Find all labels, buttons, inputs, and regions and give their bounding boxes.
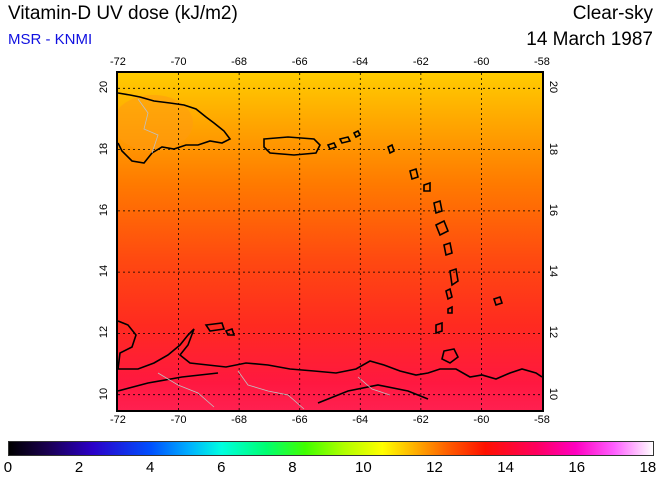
uv-colorbar — [8, 441, 654, 456]
country-borders — [137, 98, 391, 410]
lon-tick-label: -60 — [473, 414, 490, 426]
date-label: 14 March 1987 — [526, 29, 653, 50]
colorbar-tick-label: 2 — [74, 459, 84, 476]
south-america-coast — [118, 320, 542, 380]
lat-tick-label: 20 — [98, 81, 111, 94]
lon-tick-label: -60 — [473, 56, 490, 68]
puerto-rico-coast — [263, 136, 321, 156]
colorbar-tick-label: 16 — [568, 459, 586, 476]
source-label: MSR - KNMI — [8, 31, 93, 48]
lat-tick-label: 14 — [547, 265, 560, 278]
lat-tick-label: 16 — [547, 203, 560, 216]
lon-tick-label: -70 — [170, 414, 187, 426]
lon-tick-label: -58 — [534, 414, 550, 426]
colorbar-tick-label: 4 — [145, 459, 155, 476]
lon-tick-label: -62 — [412, 56, 429, 68]
colorbar-tick-label: 12 — [426, 459, 443, 476]
lon-tick-label: -66 — [291, 56, 308, 68]
lesser-antilles — [387, 143, 504, 335]
plot-title: Vitamin-D UV dose (kJ/m2) — [8, 3, 238, 24]
colorbar-tick-label: 10 — [355, 459, 372, 476]
uv-dose-map — [116, 71, 544, 412]
lon-tick-label: -68 — [231, 414, 248, 426]
sky-condition: Clear-sky — [572, 3, 653, 24]
lon-tick-label: -72 — [110, 414, 126, 426]
colorbar-tick-label: 14 — [497, 459, 514, 476]
lon-tick-label: -72 — [110, 56, 126, 68]
colorbar-tick-label: 0 — [3, 459, 13, 476]
colorbar-tick-label: 18 — [639, 459, 657, 476]
lon-tick-label: -64 — [352, 414, 369, 426]
lat-tick-label: 18 — [98, 142, 111, 155]
lat-tick-label: 18 — [547, 142, 560, 155]
colorbar-tick-label: 6 — [217, 459, 226, 476]
lat-tick-label: 14 — [98, 265, 111, 278]
lon-tick-label: -62 — [412, 414, 429, 426]
lon-tick-label: -64 — [352, 56, 369, 68]
hispaniola-coast — [118, 92, 232, 164]
lon-tick-label: -68 — [231, 56, 248, 68]
lat-tick-label: 12 — [98, 326, 111, 339]
lon-tick-label: -70 — [170, 56, 187, 68]
lon-tick-label: -66 — [291, 414, 308, 426]
lat-tick-label: 20 — [547, 81, 560, 94]
lat-tick-label: 16 — [98, 203, 111, 216]
lat-tick-label: 12 — [547, 326, 560, 339]
lat-tick-label: 10 — [547, 387, 560, 400]
lon-tick-label: -58 — [534, 56, 550, 68]
colorbar-tick-label: 8 — [288, 459, 297, 476]
lat-tick-label: 10 — [98, 387, 111, 400]
map-overlay — [118, 73, 542, 410]
